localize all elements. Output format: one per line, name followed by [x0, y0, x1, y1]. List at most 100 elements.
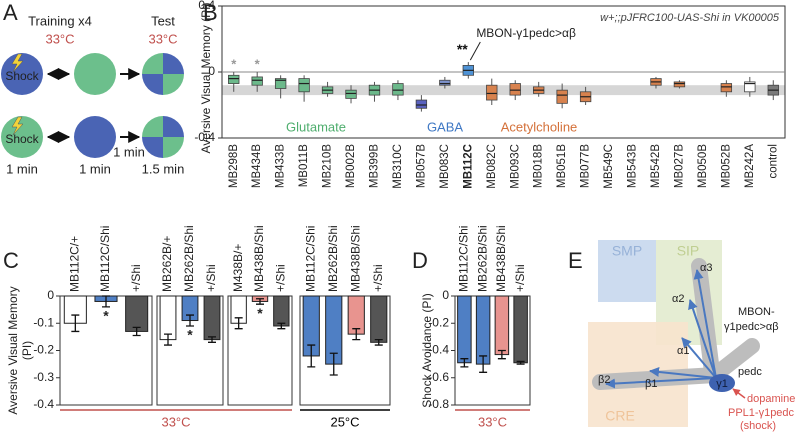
y-tick-label: -0.4 [33, 397, 54, 411]
x-tick-label: MB112C/Shi [457, 226, 471, 292]
x-tick-label: MB057B [415, 144, 427, 188]
error-bar [352, 328, 361, 341]
gamma1-label: γ1 [716, 378, 728, 390]
x-tick-label: MB543B [627, 144, 639, 188]
bar [159, 295, 177, 341]
x-tick-label: MB262B/+ [160, 236, 174, 292]
bar [494, 295, 510, 356]
x-tick-label: +/Shi [513, 264, 527, 292]
x-tick-label: MB027B [673, 144, 685, 188]
x-tick-label: +/Shi [274, 264, 288, 292]
footer-label: 25°C [330, 414, 359, 429]
x-tick-label: +/Shi [129, 264, 143, 292]
y-axis-label: Shock Avoidance (PI) [420, 293, 434, 408]
pedc-label: pedc [738, 366, 762, 378]
x-tick-label: MB112C/Shi [303, 226, 317, 292]
bar [370, 295, 388, 343]
panel-label: A [3, 0, 18, 25]
x-tick-label: MB434B [251, 144, 263, 188]
lobe-label: β1 [645, 378, 657, 390]
group-label: Acetylcholine [501, 119, 578, 134]
y-tick-label: 0 [208, 64, 215, 78]
y-tick-label: 0 [442, 288, 449, 302]
x-tick-label: +/Shi [204, 264, 218, 292]
box [720, 83, 733, 93]
x-tick-label: MB438B/Shi [494, 225, 508, 292]
error-bar [479, 355, 488, 373]
shock-label: Shock [5, 132, 39, 146]
box [298, 78, 310, 93]
footer-label: 33°C [478, 414, 507, 429]
y-tick-label: -0.4 [428, 343, 449, 357]
mbon-label: MBON- [738, 306, 775, 318]
x-tick-label: MB262B/Shi [182, 225, 196, 292]
y-tick-label: -0.1 [33, 315, 54, 329]
significance: ** [457, 41, 468, 57]
green-arena [1, 116, 43, 158]
x-tick-label: MB262B/Shi [326, 225, 340, 292]
error-bar [460, 358, 469, 368]
lobe-label: α2 [672, 293, 684, 305]
green-arena [74, 53, 116, 95]
lobe-label: α1 [677, 345, 689, 357]
box [744, 81, 756, 93]
group-label: Glutamate [286, 119, 346, 134]
box [673, 81, 686, 88]
box [251, 76, 263, 86]
bar [125, 295, 149, 332]
error-bar [277, 322, 286, 330]
box [415, 99, 428, 109]
error-bar [374, 338, 383, 346]
region-label: SMP [612, 243, 642, 259]
x-tick-label: MB018B [533, 144, 545, 188]
x-tick-label: MB542B [650, 144, 662, 188]
error-bar [102, 295, 110, 308]
mbon-label: γ1pedc>αβ [724, 321, 779, 333]
lobe-label: α3 [700, 262, 712, 274]
error-bar [164, 333, 172, 346]
significance: * [257, 305, 263, 321]
test-label: Test [151, 13, 175, 28]
box [228, 74, 240, 84]
temperature: 33°C [148, 31, 177, 46]
x-tick-label: control [767, 144, 779, 179]
test-arena [142, 53, 184, 95]
x-tick-label: MB051B [556, 144, 568, 188]
y-tick-label: -0.3 [33, 370, 54, 384]
bar [475, 295, 491, 365]
bar [273, 295, 290, 327]
region-label: SIP [677, 243, 700, 259]
blue-arena [1, 53, 43, 95]
footer-label: 33°C [161, 414, 190, 429]
x-tick-label: MB549C [603, 144, 615, 189]
bar [203, 295, 221, 341]
x-tick-label: MB242A [744, 144, 756, 188]
y-tick-label: -0.2 [428, 315, 449, 329]
x-tick-label: MB011B [298, 144, 310, 188]
region-label: CRE [605, 408, 635, 424]
box [345, 89, 357, 99]
box [556, 89, 568, 104]
x-tick-label: MB438B/Shi [252, 225, 266, 292]
y-tick-label: -0.6 [428, 370, 449, 384]
x-tick-label: MB438B/Shi [348, 225, 362, 292]
x-tick-label: MB262B/Shi [475, 225, 489, 292]
y-axis-label: Aversive Visual Memory (PI) [199, 3, 213, 154]
error-bar [186, 314, 194, 327]
x-tick-label: MB210B [322, 144, 334, 188]
shock-label: Shock [5, 69, 39, 83]
x-tick-label: MB112C/Shi [98, 226, 112, 292]
x-tick-label: MB433B [275, 144, 287, 188]
panel-label: D [412, 248, 428, 273]
shock-icon [11, 53, 24, 73]
x-tick-label: M438B/+ [231, 244, 245, 292]
box [509, 83, 521, 96]
blue-arena [74, 116, 116, 158]
error-bar [234, 317, 243, 330]
x-tick-label: +/Shi [371, 264, 385, 292]
y-axis-label: Aversive Visual Memory [6, 286, 20, 414]
error-bar [208, 336, 216, 343]
group-label: GABA [427, 119, 463, 134]
y-axis-label: (PI) [20, 341, 34, 360]
